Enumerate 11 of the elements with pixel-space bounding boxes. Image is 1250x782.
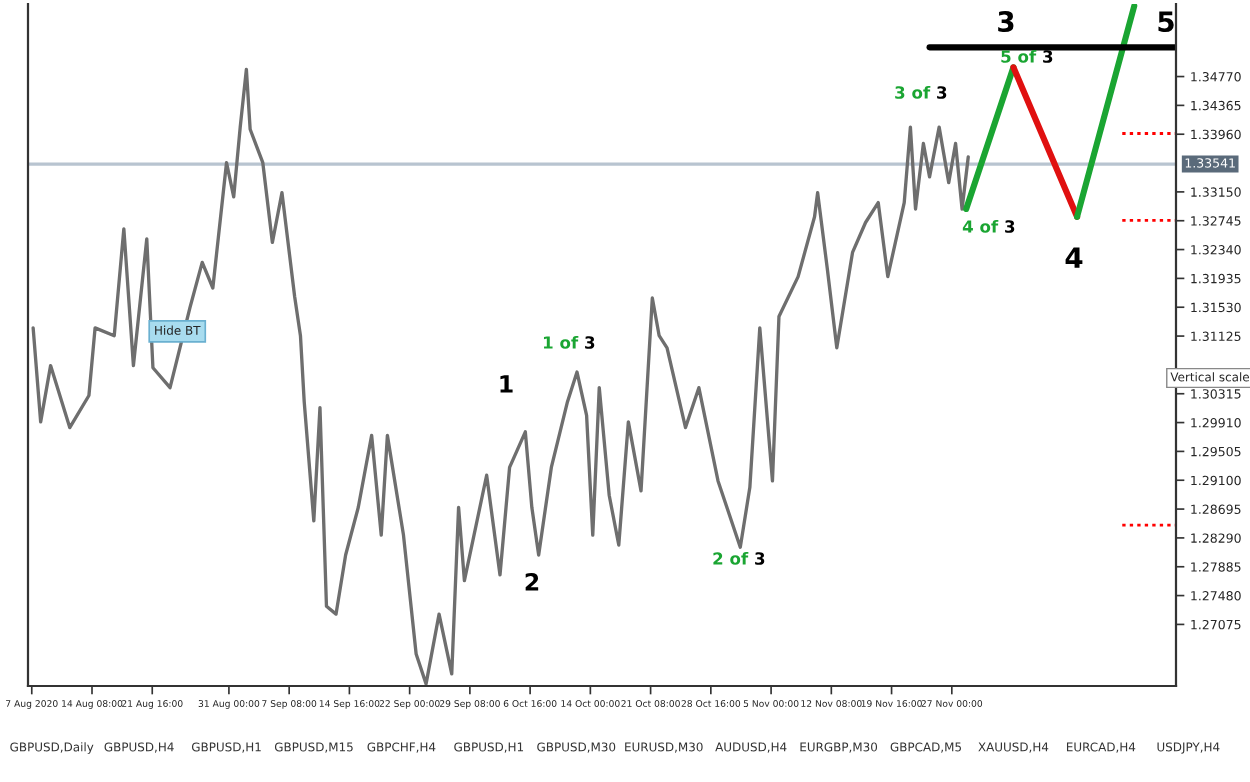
annotation: 4 <box>1065 247 1083 268</box>
line-series <box>31 67 970 686</box>
annotation: 1 <box>500 375 513 393</box>
annotation: 2 of 3 <box>713 551 765 565</box>
annotation: 3 <box>998 11 1014 33</box>
annotation: 5 <box>1158 11 1174 33</box>
annotation: 3 of 3 <box>895 85 947 99</box>
annotation: 2 <box>525 572 539 591</box>
annotation: 1 of 3 <box>543 335 595 349</box>
annotation: 5 of 3 <box>1001 49 1053 63</box>
annotation: 4 of 3 <box>962 219 1015 233</box>
